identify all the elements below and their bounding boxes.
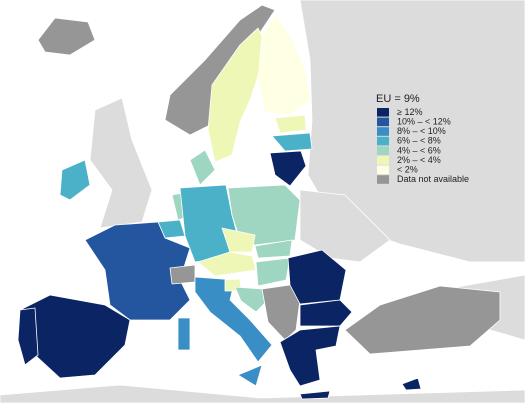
portugal: [17, 307, 39, 366]
turkey: [344, 285, 501, 355]
austria: [197, 251, 257, 277]
legend-label: 4% – < 6%: [397, 145, 441, 155]
estonia: [274, 114, 307, 134]
uk: [89, 97, 153, 229]
cyprus: [401, 377, 422, 391]
france: [84, 221, 191, 321]
finland: [257, 14, 311, 116]
legend-swatch: [377, 108, 389, 117]
legend-label: 10% – < 12%: [397, 116, 451, 126]
slovakia: [254, 239, 293, 259]
switzerland: [169, 264, 196, 285]
croatia: [234, 286, 267, 313]
denmark: [189, 149, 216, 186]
lithuania: [269, 150, 307, 187]
legend: EU = 9% ≥ 12%10% – < 12%8% – < 10%6% – <…: [376, 93, 469, 184]
belarus-ukraine: [299, 189, 391, 263]
legend-title: EU = 9%: [376, 93, 420, 105]
ireland: [59, 159, 91, 201]
legend-swatch: [377, 146, 389, 155]
spain: [19, 294, 131, 379]
legend-swatch: [377, 117, 389, 127]
bulgaria: [299, 299, 353, 327]
legend-label: 8% – < 10%: [397, 126, 446, 136]
legend-label: Data not available: [397, 174, 469, 184]
sicily: [237, 364, 263, 387]
countries: [17, 4, 501, 400]
legend-label: 6% – < 8%: [397, 136, 441, 146]
greece: [279, 325, 341, 387]
crete: [299, 390, 331, 400]
sardinia: [177, 317, 191, 351]
legend-label: < 2%: [397, 164, 418, 174]
iceland: [37, 17, 96, 56]
legend-label: 2% – < 4%: [397, 155, 441, 165]
legend-label: ≥ 12%: [397, 107, 422, 117]
legend-swatch: [377, 175, 389, 184]
africa: [0, 384, 525, 403]
legend-swatch: [377, 127, 389, 136]
latvia: [271, 132, 313, 152]
czechia: [221, 227, 256, 253]
legend-swatch: [377, 165, 389, 175]
legend-swatch: [377, 136, 389, 146]
hungary: [255, 257, 291, 287]
legend-swatch: [377, 156, 389, 165]
